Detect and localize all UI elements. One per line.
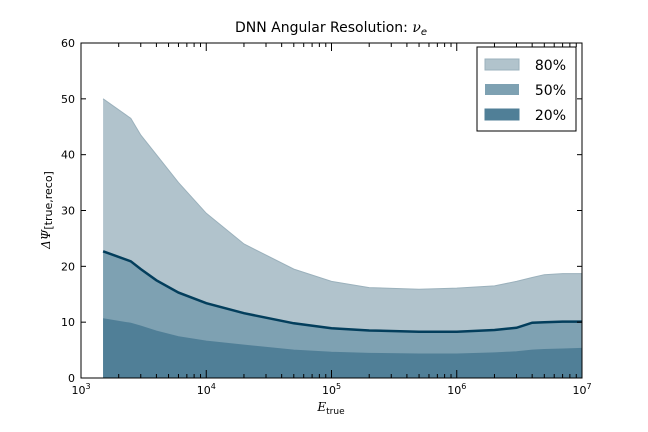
- area-20pct: [103, 318, 582, 378]
- y-tick-label: 20: [61, 260, 75, 273]
- x-tick-label: 107: [572, 382, 591, 397]
- legend-swatch: [484, 108, 520, 121]
- legend-label: 50%: [535, 83, 566, 99]
- legend: 80% 50% 20%: [476, 46, 577, 132]
- x-tick-label: 104: [197, 382, 216, 397]
- line-80pct: [102, 98, 582, 290]
- y-tick-label: 0: [68, 372, 75, 385]
- y-tick-label: 60: [61, 37, 75, 50]
- y-tick-label: 50: [61, 93, 75, 106]
- chart-areas: [102, 98, 583, 379]
- y-tick-label: 10: [61, 316, 75, 329]
- y-axis-label: ΔΨ[true,reco]: [39, 171, 55, 250]
- x-tick-label: 105: [322, 382, 341, 397]
- x-axis-label: Etrue: [316, 400, 345, 417]
- x-tick-label: 103: [71, 382, 90, 397]
- legend-swatch: [485, 84, 519, 95]
- y-tick-label: 30: [61, 205, 75, 218]
- legend-label: 20%: [535, 108, 566, 124]
- axis-ticks: 0 10 20 30 40 50 60 103 104 105 106 107: [61, 37, 592, 397]
- y-tick-label: 40: [61, 149, 75, 162]
- line-50pct: [102, 250, 582, 333]
- legend-label: 80%: [535, 58, 566, 74]
- title-symbol: ν: [412, 20, 421, 36]
- x-tick-label: 106: [447, 382, 466, 397]
- legend-swatch: [484, 58, 520, 71]
- chart-title: DNN Angular Resolution: νe: [235, 20, 427, 38]
- title-subscript: e: [421, 27, 427, 38]
- line-20pct: [103, 318, 583, 355]
